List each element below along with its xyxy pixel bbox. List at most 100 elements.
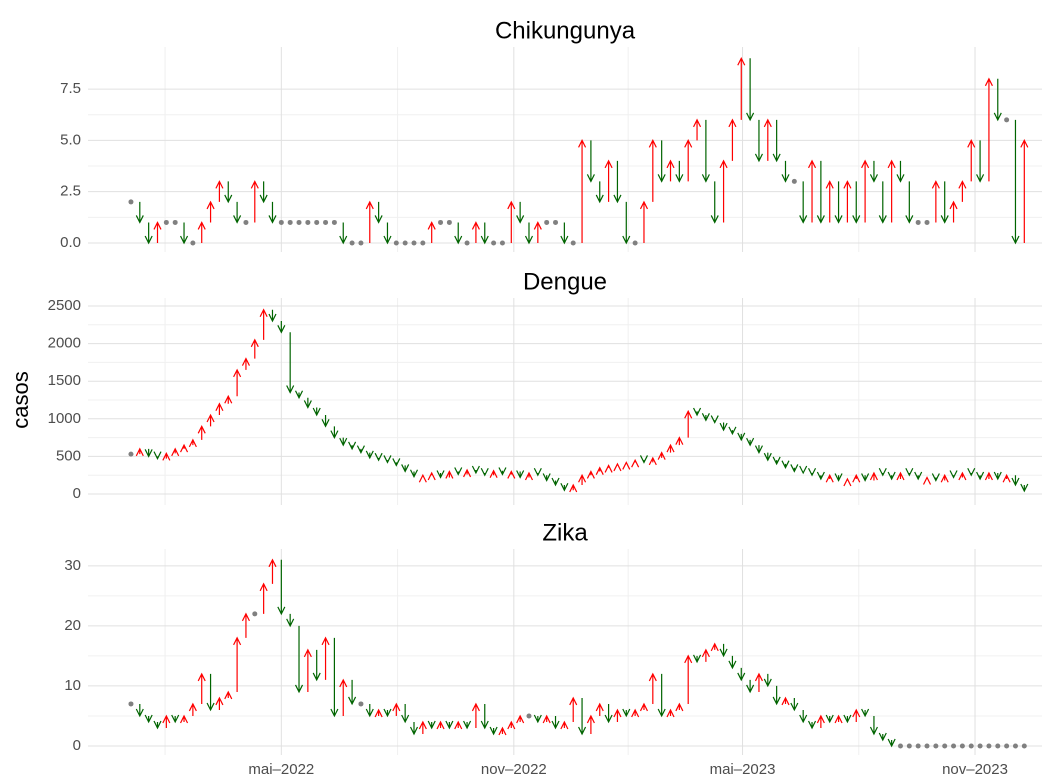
decrease-arrow: [542, 473, 551, 482]
increase-arrow: [135, 447, 144, 457]
no-change-dot: [942, 743, 948, 749]
decrease-arrow: [330, 637, 339, 718]
decrease-arrow: [224, 181, 233, 204]
decrease-arrow: [330, 426, 339, 439]
increase-arrow: [215, 402, 224, 416]
increase-arrow: [675, 702, 684, 712]
decrease-arrow: [427, 720, 436, 730]
increase-arrow: [807, 159, 817, 223]
decrease-arrow: [834, 181, 843, 224]
decrease-arrow: [772, 685, 781, 706]
no-change-dot: [464, 240, 470, 246]
no-change-dot: [190, 240, 196, 246]
decrease-arrow: [993, 471, 1002, 481]
no-change-dot: [252, 611, 258, 617]
y-tick-label: 0.0: [60, 234, 81, 251]
no-change-dot: [1004, 743, 1010, 749]
decrease-arrow: [268, 201, 277, 224]
increase-arrow: [524, 471, 534, 481]
increase-arrow: [631, 458, 640, 468]
increase-arrow: [931, 180, 940, 223]
decrease-arrow: [878, 181, 887, 224]
decrease-arrow: [861, 708, 870, 718]
decrease-arrow: [409, 469, 419, 479]
decrease-arrow: [967, 467, 976, 477]
increase-arrow: [639, 702, 649, 712]
no-change-dot: [358, 701, 364, 707]
decrease-arrow: [312, 649, 321, 682]
increase-arrow: [728, 118, 737, 161]
increase-arrow: [825, 473, 834, 483]
decrease-arrow: [878, 467, 887, 477]
decrease-arrow: [754, 119, 763, 163]
decrease-arrow: [294, 625, 304, 694]
decrease-arrow: [772, 456, 781, 466]
no-change-dot: [402, 240, 408, 246]
decrease-arrow: [533, 714, 542, 724]
no-change-dot: [305, 219, 311, 225]
decrease-arrow: [144, 448, 153, 458]
increase-arrow: [303, 648, 312, 692]
increase-arrow: [250, 180, 259, 223]
no-change-dot: [897, 743, 903, 749]
decrease-arrow: [551, 477, 560, 487]
increase-arrow: [816, 714, 825, 728]
increase-arrow: [578, 139, 587, 243]
no-change-dot: [358, 240, 364, 246]
increase-arrow: [684, 139, 693, 182]
increase-arrow: [215, 696, 224, 710]
increase-arrow: [648, 672, 657, 704]
no-change-dot: [968, 743, 974, 749]
increase-arrow: [507, 200, 516, 243]
decrease-arrow: [516, 201, 525, 224]
y-tick-label: 2.5: [60, 183, 81, 200]
decrease-arrow: [657, 673, 666, 718]
decrease-arrow: [454, 222, 463, 245]
decrease-arrow: [259, 181, 268, 204]
increase-arrow: [489, 469, 498, 478]
increase-arrow: [763, 118, 772, 161]
no-change-dot: [349, 240, 355, 246]
no-change-dot: [544, 219, 550, 225]
decrease-arrow: [878, 732, 887, 742]
increase-arrow: [179, 714, 189, 724]
increase-arrow: [586, 714, 595, 734]
increase-arrow: [710, 642, 719, 652]
increase-arrow: [940, 473, 949, 483]
increase-arrow: [171, 447, 180, 457]
decrease-arrow: [807, 720, 817, 730]
no-change-dot: [243, 219, 249, 225]
decrease-arrow: [852, 181, 861, 224]
decrease-arrow: [303, 397, 312, 409]
increase-arrow: [693, 118, 702, 141]
decrease-arrow: [578, 697, 587, 736]
no-change-dot: [924, 743, 930, 749]
decrease-arrow: [940, 181, 949, 224]
decrease-arrow: [710, 415, 719, 424]
decrease-arrow: [560, 482, 569, 492]
decrease-arrow: [383, 708, 392, 718]
no-change-dot: [128, 199, 134, 205]
increase-arrow: [188, 702, 197, 716]
no-change-dot: [986, 743, 992, 749]
decrease-arrow: [781, 460, 790, 470]
increase-arrow: [781, 696, 790, 706]
decrease-arrow: [401, 464, 410, 473]
increase-arrow: [436, 720, 445, 730]
increase-arrow: [392, 702, 401, 716]
no-change-dot: [296, 219, 302, 225]
increase-arrow: [631, 708, 640, 718]
increase-arrow: [427, 221, 436, 243]
decrease-arrow: [374, 201, 383, 224]
no-change-dot: [959, 743, 965, 749]
decrease-arrow: [356, 445, 365, 454]
increase-arrow: [657, 451, 666, 460]
increase-arrow: [984, 77, 993, 182]
increase-arrow: [197, 221, 206, 243]
panel-title: Dengue: [523, 268, 607, 295]
decrease-arrow: [639, 455, 649, 464]
increase-arrow: [648, 456, 657, 466]
increase-arrow: [241, 612, 250, 638]
decrease-arrow: [657, 140, 666, 183]
y-tick-label: 5.0: [60, 131, 81, 148]
